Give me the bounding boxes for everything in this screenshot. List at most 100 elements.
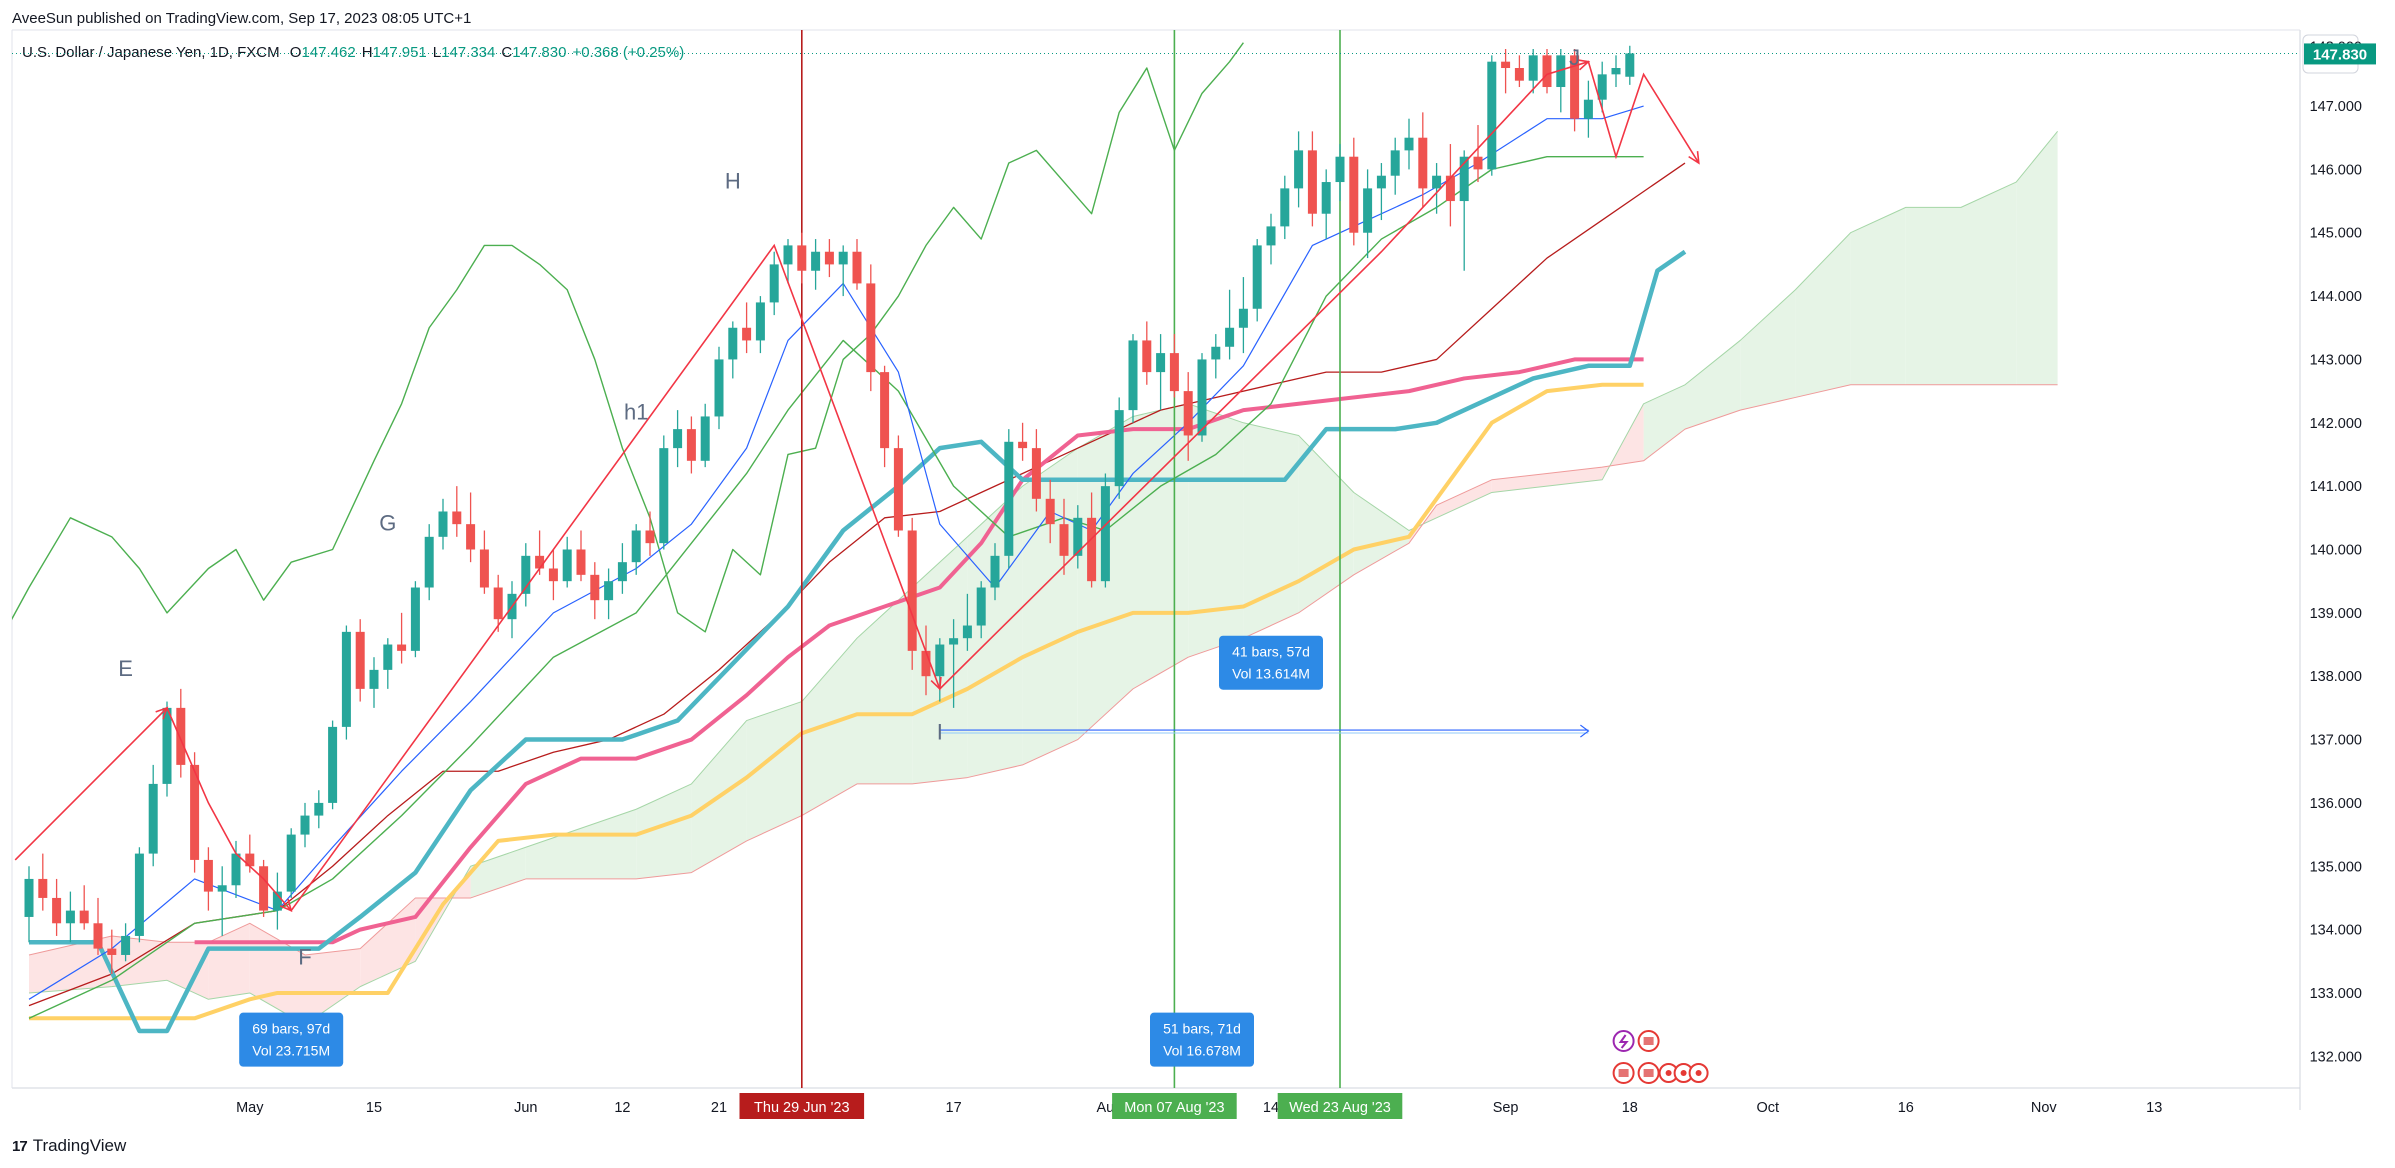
price-tick-label: 144.000 — [2310, 289, 2362, 305]
event-dot-center-icon — [1680, 1070, 1687, 1076]
candle-body — [755, 302, 765, 341]
candle-body — [1501, 61, 1511, 69]
kumo-cloud-bullish — [1685, 340, 1741, 430]
candle-body — [1156, 353, 1166, 373]
candle-body — [424, 536, 434, 588]
measure-box-bg — [1219, 635, 1323, 690]
yellow-line — [29, 382, 1644, 1021]
measure-arrow-head — [1580, 724, 1590, 738]
candle-body — [1570, 55, 1580, 119]
price-tick-label: 145.000 — [2310, 226, 2362, 242]
candle-body — [369, 669, 379, 689]
price-tick-label: 138.000 — [2310, 669, 2362, 685]
ohlc-value: +0.368 (+0.25%) — [572, 44, 685, 61]
wave-label: E — [118, 656, 133, 681]
wave-label: G — [379, 510, 396, 535]
arrow-head — [1576, 59, 1591, 71]
candle-body — [976, 587, 986, 626]
candle-body — [659, 448, 669, 544]
candle-body — [935, 644, 945, 677]
candle-body — [38, 878, 48, 898]
candle-body — [1100, 486, 1110, 582]
wave-label: J — [1569, 45, 1580, 70]
price-axis: JPY132.000133.000134.000135.000136.00013… — [2302, 34, 2376, 1065]
ohlc-values: O147.462 H147.951 L147.334 C147.830 +0.368 (… — [284, 44, 684, 61]
kumo-cloud-bullish — [636, 783, 692, 879]
kumo-cloud-bullish — [1298, 435, 1354, 613]
darkred-line — [28, 162, 1686, 1007]
tenkan-sen-line — [28, 105, 1644, 1000]
tradingview-logo-icon: 17 — [12, 1137, 28, 1155]
candle-body — [328, 726, 338, 803]
measure-box-bg — [239, 1012, 344, 1067]
candle-body — [645, 530, 655, 544]
kumo-cloud-bullish — [1961, 182, 2017, 385]
candle-body — [1169, 353, 1179, 392]
candle-body — [203, 859, 213, 892]
measure-box: 69 bars, 97d Vol 23.715M — [239, 1012, 344, 1067]
brand-name: TradingView — [32, 1136, 127, 1155]
price-tick-label: 135.000 — [2310, 859, 2362, 875]
measure-box-volume: Vol 13.614M — [1232, 666, 1310, 682]
wave-label: H — [725, 168, 741, 193]
candle-body — [65, 910, 75, 924]
price-tick-label: 136.000 — [2310, 796, 2362, 812]
time-tick-label: Jun — [514, 1100, 537, 1116]
time-tick-label: 21 — [711, 1100, 727, 1116]
candle-body — [1528, 55, 1538, 81]
candle-body — [107, 948, 117, 955]
kumo-cloud-bearish — [167, 942, 209, 1000]
chikou-span-line — [12, 42, 1244, 633]
candle-body — [907, 530, 917, 651]
measure-box-bars: 41 bars, 57d — [1232, 644, 1310, 660]
price-tick-label: 143.000 — [2310, 352, 2362, 368]
time-tick-label: Nov — [2031, 1100, 2058, 1116]
candle-body — [438, 511, 448, 537]
kumo-cloud-bullish — [746, 701, 802, 841]
ohlc-label: L — [432, 44, 442, 61]
time-tick-label: 18 — [1622, 1100, 1638, 1116]
measure-box: 41 bars, 57d Vol 13.614M — [1219, 635, 1323, 690]
kumo-cloud-bullish — [2016, 131, 2058, 385]
candle-body — [1073, 517, 1083, 556]
symbol-name[interactable]: U.S. Dollar / Japanese Yen, 1D, FXCM — [22, 44, 280, 61]
candle-body — [148, 783, 158, 854]
candle-body — [1625, 53, 1635, 77]
price-tick-label: 133.000 — [2310, 986, 2362, 1002]
candle-body — [714, 359, 724, 417]
tradingview-brand[interactable]: 17 TradingView — [12, 1136, 126, 1156]
candle-body — [617, 562, 627, 582]
arrow-head — [1688, 151, 1700, 165]
kijun-sen-line — [28, 156, 1644, 1019]
kumo-cloud-bearish — [305, 948, 361, 1025]
ohlc-value: 147.462 — [301, 44, 356, 61]
ohlc-label: O — [289, 44, 302, 61]
kumo-cloud-bullish — [1850, 207, 1906, 385]
candle-body — [1556, 55, 1566, 88]
candle-body — [1349, 156, 1359, 233]
candle-body — [949, 638, 959, 645]
ohlc-value: 147.830 — [512, 44, 567, 61]
candle-body — [1432, 175, 1442, 189]
measure-box-bg — [1150, 1012, 1254, 1067]
candle-body — [866, 283, 876, 373]
measure-box-volume: Vol 23.715M — [252, 1043, 330, 1059]
ohlc-value: 147.334 — [441, 44, 496, 61]
candle-body — [1542, 55, 1552, 88]
candle-body — [1307, 150, 1317, 214]
candle-body — [245, 853, 255, 867]
ohlc-item: H147.951 — [362, 44, 427, 61]
event-icons — [1612, 1030, 1709, 1084]
measure-box-bars: 51 bars, 71d — [1163, 1021, 1241, 1037]
wave-label: F — [298, 944, 311, 969]
senkou-span-b — [28, 384, 2058, 956]
price-tick-label: 142.000 — [2310, 416, 2362, 432]
kumo-cloud-bullish — [1643, 384, 1685, 461]
time-tick-label: 15 — [366, 1100, 382, 1116]
ohlc-label: C — [501, 44, 513, 61]
candle-body — [190, 764, 200, 860]
candle-body — [410, 587, 420, 651]
kumo-cloud-bullish — [581, 809, 637, 879]
date-marker-tag — [1277, 1093, 1403, 1119]
